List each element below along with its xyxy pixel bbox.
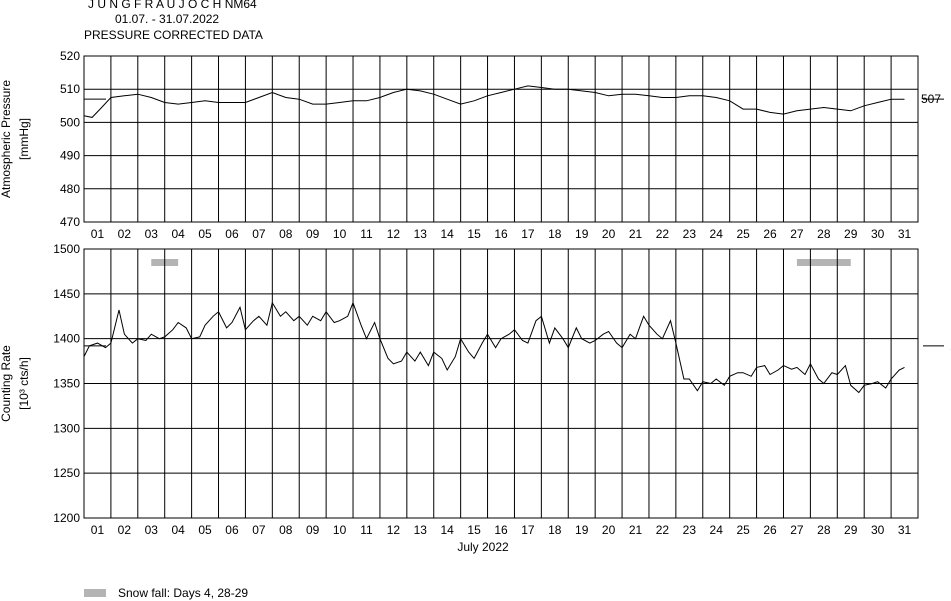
x-tick-label: 03 (145, 523, 159, 537)
x-tick-label: 05 (198, 227, 212, 241)
x-tick-label: 27 (790, 523, 804, 537)
y-tick-label: 1400 (53, 332, 80, 346)
x-tick-label: 21 (629, 227, 643, 241)
x-tick-label: 21 (629, 523, 643, 537)
y-tick-label: 1300 (53, 421, 80, 435)
y-tick-label: 470 (60, 215, 80, 229)
x-tick-label: 22 (656, 227, 670, 241)
chart-area: 520 510 500 490 480 470 01 02 03 04 05 06 07 08 09 10 11… (0, 49, 951, 554)
y-tick-label: 1200 (53, 511, 80, 525)
x-tick-label: 18 (548, 227, 562, 241)
y-axis-title: Atmospheric Pressure (0, 80, 13, 198)
x-tick-label: 13 (414, 523, 428, 537)
y-tick-label: 1350 (53, 377, 80, 391)
x-tick-label: 04 (171, 227, 185, 241)
x-tick-label: 11 (360, 227, 373, 241)
y-tick-label: 500 (60, 115, 80, 129)
x-tick-label: 28 (817, 523, 831, 537)
x-tick-label: 17 (521, 523, 535, 537)
x-tick-label: 20 (602, 523, 616, 537)
x-tick-label: 31 (898, 523, 912, 537)
x-tick-label: 27 (790, 227, 804, 241)
x-tick-label: 22 (656, 523, 670, 537)
mean-value-label: 507 (921, 92, 941, 106)
x-tick-label: 05 (198, 523, 212, 537)
x-tick-label: 10 (333, 227, 347, 241)
chart-subtitle: PRESSURE CORRECTED DATA (84, 28, 263, 42)
y-tick-label: 480 (60, 182, 80, 196)
station-suffix: NM64 (224, 0, 257, 11)
x-tick-label: 23 (683, 523, 697, 537)
x-tick-label: 02 (118, 227, 132, 241)
x-tick-label: 30 (871, 523, 885, 537)
x-tick-label: 08 (279, 227, 293, 241)
plot-frame (83, 55, 919, 223)
x-tick-label: 07 (252, 227, 266, 241)
x-tick-label: 28 (817, 227, 831, 241)
x-tick-label: 11 (360, 523, 373, 537)
x-tick-label: 12 (387, 227, 401, 241)
x-tick-label: 02 (118, 523, 132, 537)
x-tick-label: 15 (467, 523, 481, 537)
x-tick-label: 13 (414, 227, 428, 241)
y-tick-label: 1250 (53, 466, 80, 480)
x-tick-label: 29 (844, 523, 858, 537)
period-label: 01.07. - 31.07.2022 (115, 12, 220, 26)
x-tick-label: 16 (494, 227, 508, 241)
x-tick-label: 04 (171, 523, 185, 537)
x-tick-label: 19 (575, 523, 589, 537)
x-tick-label: 26 (763, 523, 777, 537)
x-tick-label: 20 (602, 227, 616, 241)
x-tick-label: 16 (494, 523, 508, 537)
y-tick-label: 1450 (53, 287, 80, 301)
x-tick-label: 10 (333, 523, 347, 537)
x-tick-label: 31 (898, 227, 912, 241)
x-tick-label: 14 (441, 227, 455, 241)
x-tick-label: 23 (683, 227, 697, 241)
x-tick-label: 26 (763, 227, 777, 241)
x-tick-label: 29 (844, 227, 858, 241)
x-tick-label: 15 (467, 227, 481, 241)
y-tick-label: 490 (60, 149, 80, 163)
x-tick-label: 18 (548, 523, 562, 537)
y-tick-label: 510 (60, 82, 80, 96)
y-tick-label: 520 (60, 49, 80, 63)
x-tick-label: 25 (736, 523, 750, 537)
legend-swatch (84, 589, 106, 597)
y-axis-title: Counting Rate (0, 345, 13, 422)
x-tick-label: 25 (736, 227, 750, 241)
y-tick-label: 1500 (53, 242, 80, 256)
series-line (83, 301, 905, 394)
x-tick-label: 12 (387, 523, 401, 537)
x-tick-label: 03 (145, 227, 159, 241)
panel-pressure: 520 510 500 490 480 470 01 02 03 04 05 06 07 08 09 10 11… (0, 49, 944, 241)
legend-label: Snow fall: Days 4, 28-29 (118, 586, 249, 600)
x-tick-label: 07 (252, 523, 266, 537)
snow-fall-band-1 (796, 259, 851, 266)
x-tick-label: 06 (225, 523, 239, 537)
station-name: J U N G F R A U J O C H (88, 0, 222, 11)
x-tick-label: 24 (710, 523, 724, 537)
series-line (83, 85, 905, 118)
x-tick-label: 30 (871, 227, 885, 241)
station-title: J U N G F R A U J O C H NM64 (88, 0, 257, 11)
x-tick-label: 09 (306, 523, 320, 537)
y-axis-unit: [10³ cts/h] (17, 357, 31, 410)
x-tick-label: 14 (441, 523, 455, 537)
y-axis-unit: [mmHg] (17, 118, 31, 160)
x-tick-label: 24 (710, 227, 724, 241)
panel-counting-rate: 1500 1450 1400 1350 1300 1250 1200 01 02 03 04 05 06… (0, 242, 951, 554)
x-axis-title: July 2022 (457, 540, 509, 554)
x-tick-label: 17 (521, 227, 535, 241)
x-tick-label: 01 (91, 227, 105, 241)
x-tick-label: 01 (91, 523, 105, 537)
legend: Snow fall: Days 4, 28-29 (84, 586, 248, 600)
x-tick-label: 08 (279, 523, 293, 537)
x-tick-label: 06 (225, 227, 239, 241)
x-tick-label: 09 (306, 227, 320, 241)
x-tick-label: 19 (575, 227, 589, 241)
